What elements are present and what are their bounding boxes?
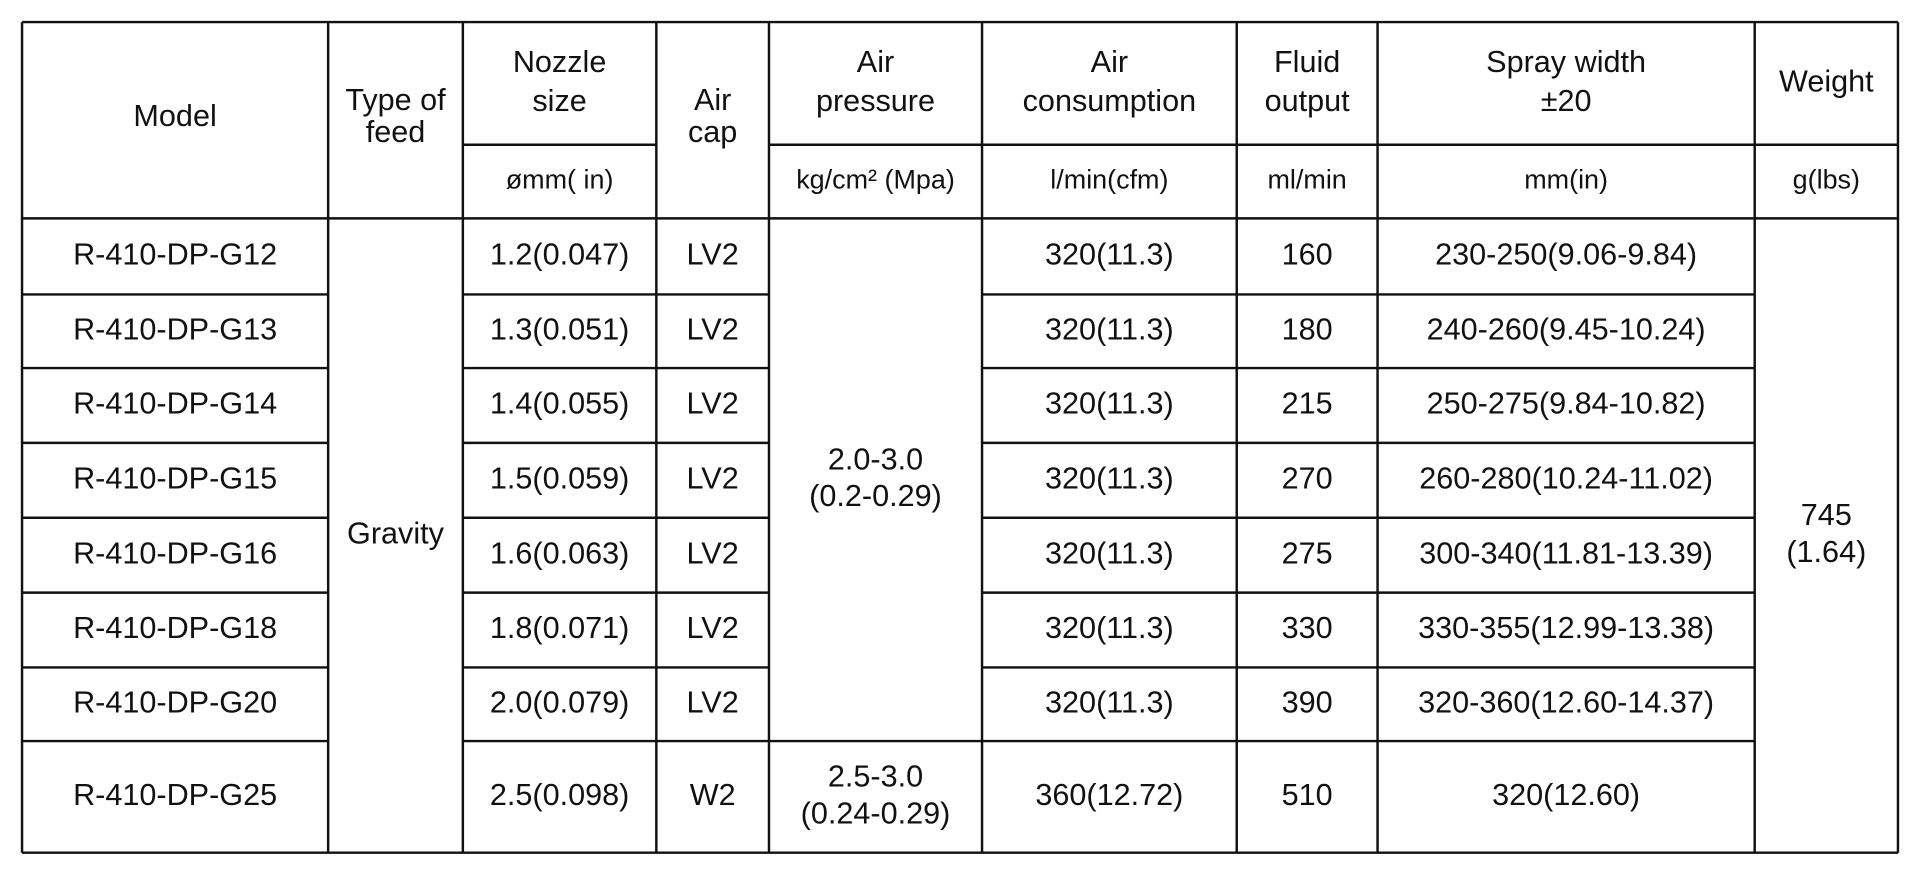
cell: LV2: [687, 685, 739, 719]
header-text: Nozzle: [513, 45, 607, 79]
cell: 320(11.3): [1045, 312, 1174, 346]
pressure-cell: (0.2-0.29): [809, 479, 942, 513]
cell: 1.8(0.071): [490, 611, 629, 645]
header-unit: mm(in): [1524, 165, 1608, 195]
cell: 260-280(10.24-11.02): [1419, 461, 1713, 495]
cell: 270: [1282, 461, 1333, 495]
cell: 230-250(9.06-9.84): [1435, 237, 1697, 271]
cell: R-410-DP-G16: [73, 536, 277, 570]
weight-cell: 745: [1801, 498, 1852, 532]
header-unit: ømm( in): [506, 165, 614, 195]
cell: 320-360(12.60-14.37): [1418, 685, 1714, 719]
cell: 330: [1282, 611, 1333, 645]
cell: W2: [690, 778, 736, 812]
cell: 330-355(12.99-13.38): [1418, 611, 1714, 645]
cell: 250-275(9.84-10.82): [1427, 387, 1706, 421]
cell: 1.5(0.059): [490, 461, 629, 495]
header-text: size: [532, 84, 586, 118]
cell: LV2: [687, 461, 739, 495]
header-text: ±20: [1541, 84, 1592, 118]
cell: 275: [1282, 536, 1333, 570]
header-text: Model: [133, 99, 216, 133]
cell: 1.2(0.047): [490, 237, 629, 271]
header-text: output: [1265, 84, 1351, 118]
header-unit: ml/min: [1268, 165, 1347, 195]
cell: 160: [1282, 237, 1333, 271]
header-text: Weight: [1779, 65, 1874, 99]
pressure-cell: (0.24-0.29): [801, 796, 951, 830]
header-text: consumption: [1023, 84, 1196, 118]
cell: 180: [1282, 312, 1333, 346]
cell: R-410-DP-G14: [73, 387, 277, 421]
header-text: Type of: [345, 83, 446, 117]
cell: R-410-DP-G25: [73, 778, 277, 812]
feed-cell: Gravity: [347, 517, 445, 551]
cell: R-410-DP-G13: [73, 312, 277, 346]
cell: R-410-DP-G20: [73, 685, 277, 719]
header-text: Spray width: [1486, 45, 1646, 79]
cell: R-410-DP-G18: [73, 611, 277, 645]
pressure-cell: 2.5-3.0: [828, 760, 923, 794]
cell: 215: [1282, 387, 1333, 421]
cell: 320(11.3): [1045, 611, 1174, 645]
cell: 320(11.3): [1045, 536, 1174, 570]
weight-cell: (1.64): [1786, 535, 1866, 569]
cell: 240-260(9.45-10.24): [1427, 312, 1706, 346]
cell: 320(11.3): [1045, 461, 1174, 495]
cell: LV2: [687, 237, 739, 271]
header-text: pressure: [816, 84, 935, 118]
cell: R-410-DP-G12: [73, 237, 277, 271]
cell: LV2: [687, 387, 739, 421]
header-unit: l/min(cfm): [1050, 165, 1168, 195]
cell: 1.3(0.051): [490, 312, 629, 346]
header-unit: g(lbs): [1793, 165, 1860, 195]
cell: 360(12.72): [1035, 778, 1183, 812]
cell: R-410-DP-G15: [73, 461, 277, 495]
cell: 1.4(0.055): [490, 387, 629, 421]
header-text: Air: [694, 83, 731, 117]
header-text: cap: [688, 115, 737, 149]
cell: LV2: [687, 312, 739, 346]
header-text: Air: [857, 45, 894, 79]
cell: 320(12.60): [1492, 778, 1640, 812]
header-text: feed: [366, 115, 426, 149]
cell: LV2: [687, 611, 739, 645]
cell: 1.6(0.063): [490, 536, 629, 570]
cell: 2.5(0.098): [490, 778, 629, 812]
cell: 320(11.3): [1045, 685, 1174, 719]
header-unit: kg/cm² (Mpa): [796, 165, 955, 195]
header-text: Fluid: [1274, 45, 1340, 79]
cell: 510: [1282, 778, 1333, 812]
cell: LV2: [687, 536, 739, 570]
cell: 320(11.3): [1045, 387, 1174, 421]
cell: 300-340(11.81-13.39): [1419, 536, 1713, 570]
cell: 390: [1282, 685, 1333, 719]
cell: 320(11.3): [1045, 237, 1174, 271]
header-text: Air: [1091, 45, 1128, 79]
cell: 2.0(0.079): [490, 685, 629, 719]
pressure-cell: 2.0-3.0: [828, 442, 923, 476]
